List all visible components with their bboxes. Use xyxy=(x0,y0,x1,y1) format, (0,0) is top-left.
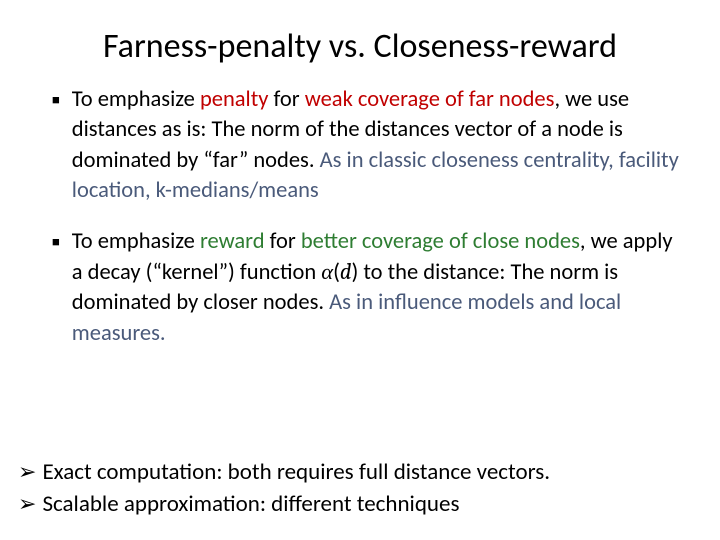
endnote-text: Exact computation: both requires full di… xyxy=(42,458,550,488)
text-run-emph: weak coverage of far nodes xyxy=(305,86,555,113)
endnote-item: ➢ Exact computation: both requires full … xyxy=(18,458,702,488)
endnote-text: Scalable approximation: different techni… xyxy=(42,490,459,520)
text-run-emph: penalty xyxy=(200,86,269,113)
endnote-list: ➢ Exact computation: both requires full … xyxy=(18,456,702,520)
math-paren: ( xyxy=(333,259,340,286)
math-alpha: α xyxy=(321,259,333,285)
text-run: To emphasize xyxy=(72,228,200,255)
bullet-list: ▪ To emphasize penalty for weak coverage… xyxy=(52,85,680,349)
slide-title: Farness-penalty vs. Closeness-reward xyxy=(40,26,680,67)
square-bullet-icon: ▪ xyxy=(52,227,60,257)
bullet-text: To emphasize reward for better coverage … xyxy=(72,227,680,350)
text-run: for xyxy=(265,228,301,255)
math-d: d xyxy=(340,259,352,285)
bullet-item: ▪ To emphasize penalty for weak coverage… xyxy=(52,85,680,207)
square-bullet-icon: ▪ xyxy=(52,85,60,115)
arrow-bullet-icon: ➢ xyxy=(18,458,36,487)
arrow-bullet-icon: ➢ xyxy=(18,490,36,519)
text-run: To emphasize xyxy=(72,86,200,113)
bullet-item: ▪ To emphasize reward for better coverag… xyxy=(52,227,680,350)
bullet-text: To emphasize penalty for weak coverage o… xyxy=(72,85,680,207)
slide: Farness-penalty vs. Closeness-reward ▪ T… xyxy=(0,0,720,540)
text-run-emph: better coverage of close nodes xyxy=(301,228,580,255)
text-run-emph: reward xyxy=(200,228,265,255)
endnote-item: ➢ Scalable approximation: different tech… xyxy=(18,490,702,520)
text-run: for xyxy=(268,86,304,113)
